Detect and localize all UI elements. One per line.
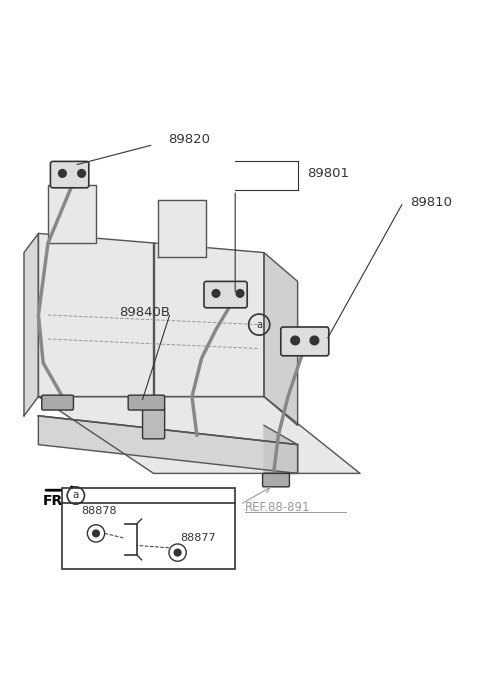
FancyBboxPatch shape [128,395,165,410]
Polygon shape [38,233,154,397]
Polygon shape [38,416,298,473]
Polygon shape [158,200,206,258]
Circle shape [310,336,319,344]
Text: REF.88-891: REF.88-891 [245,502,310,515]
Text: 89801: 89801 [307,167,349,180]
Circle shape [78,170,85,177]
Text: 89820: 89820 [168,134,211,146]
Polygon shape [24,233,38,416]
Circle shape [174,549,181,556]
Text: a: a [72,490,79,500]
Circle shape [236,290,244,297]
Polygon shape [48,185,96,243]
Polygon shape [38,397,360,473]
Circle shape [59,170,66,177]
FancyBboxPatch shape [143,407,165,439]
FancyBboxPatch shape [50,161,89,188]
Text: FR.: FR. [43,494,69,508]
Circle shape [93,530,99,537]
FancyBboxPatch shape [281,327,329,356]
FancyBboxPatch shape [42,395,73,410]
Text: 89840B: 89840B [120,306,170,319]
Circle shape [212,290,220,297]
Text: 88877: 88877 [180,533,216,543]
Polygon shape [154,243,264,397]
Circle shape [291,336,300,344]
FancyBboxPatch shape [62,487,235,570]
Polygon shape [264,425,298,473]
Text: a: a [256,319,262,330]
Text: 89810: 89810 [410,196,452,209]
FancyBboxPatch shape [204,281,247,308]
FancyBboxPatch shape [263,473,289,487]
Polygon shape [264,253,298,425]
Text: 88878: 88878 [82,506,117,516]
